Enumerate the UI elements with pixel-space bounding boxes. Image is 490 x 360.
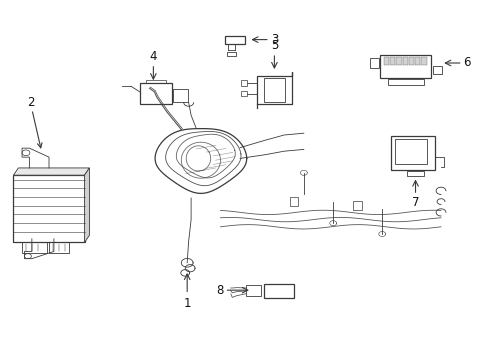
Bar — [369, 58, 378, 68]
Bar — [395, 139, 426, 164]
Bar — [49, 243, 69, 253]
Bar — [353, 201, 362, 210]
Polygon shape — [390, 57, 395, 65]
Bar — [264, 284, 294, 298]
Bar — [433, 66, 442, 74]
Bar — [14, 175, 84, 243]
Text: 6: 6 — [464, 57, 471, 69]
Bar — [246, 285, 261, 296]
Text: 5: 5 — [270, 39, 278, 52]
Bar — [241, 80, 247, 86]
Text: 7: 7 — [412, 196, 419, 209]
Text: 8: 8 — [217, 284, 224, 297]
Text: 1: 1 — [183, 297, 191, 310]
Text: 3: 3 — [271, 33, 278, 46]
Bar — [407, 171, 424, 176]
Text: 2: 2 — [26, 96, 42, 148]
Polygon shape — [84, 168, 89, 243]
Polygon shape — [384, 57, 389, 65]
Bar — [264, 78, 285, 102]
Bar — [22, 243, 47, 253]
Polygon shape — [415, 57, 420, 65]
Polygon shape — [14, 168, 89, 175]
Bar — [173, 89, 188, 102]
Polygon shape — [409, 57, 414, 65]
Bar — [391, 136, 435, 170]
Bar — [227, 52, 236, 56]
Bar — [225, 36, 245, 44]
Bar — [140, 83, 172, 104]
Bar — [388, 79, 424, 85]
Polygon shape — [396, 57, 402, 65]
Bar — [380, 55, 431, 78]
Polygon shape — [421, 57, 426, 65]
Bar — [290, 197, 298, 206]
Bar — [241, 91, 247, 96]
Polygon shape — [403, 57, 408, 65]
Text: 4: 4 — [149, 50, 157, 63]
